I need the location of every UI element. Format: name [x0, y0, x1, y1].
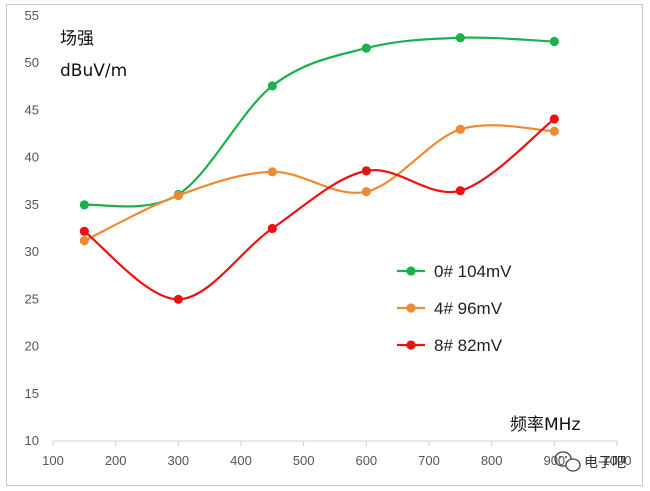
series-line — [84, 36, 555, 208]
data-point — [173, 294, 183, 304]
series-2 — [79, 114, 559, 304]
data-point — [267, 223, 277, 234]
x-tick-label: 200 — [105, 453, 127, 468]
x-tick-label: 400 — [230, 453, 252, 468]
x-tick-label: 300 — [167, 453, 189, 468]
legend-swatch-marker — [406, 266, 416, 276]
data-point — [361, 43, 371, 53]
data-point — [79, 236, 89, 246]
legend-label: 0# 104mV — [434, 262, 512, 281]
data-point — [361, 187, 371, 197]
data-point — [267, 167, 277, 177]
data-point — [173, 190, 183, 201]
series-line — [83, 124, 555, 242]
data-point — [455, 124, 465, 134]
data-point — [455, 186, 465, 196]
legend-item: 8# 82mV — [397, 336, 503, 355]
y-tick-label: 50 — [25, 55, 39, 70]
y-tick-label: 55 — [25, 8, 39, 23]
wechat-icon — [554, 451, 581, 472]
x-tick-label: 100 — [42, 453, 64, 468]
y-axis-label-line1: 场强 — [60, 29, 94, 49]
legend-label: 4# 96mV — [434, 299, 503, 318]
data-point — [361, 166, 371, 176]
y-tick-label: 15 — [25, 386, 39, 401]
y-axis-label: 场强 dBuV/m — [60, 29, 127, 81]
y-tick-label: 35 — [25, 197, 39, 212]
x-tick-label: 1000 — [603, 453, 632, 468]
y-tick-label: 40 — [25, 150, 39, 165]
legend-swatch-marker — [406, 303, 416, 313]
y-tick-label: 20 — [25, 339, 39, 354]
data-point — [549, 36, 559, 47]
y-tick-label: 25 — [25, 291, 39, 306]
data-point — [79, 200, 89, 210]
chart-frame — [6, 4, 643, 486]
data-point — [549, 114, 559, 124]
y-tick-label: 10 — [25, 433, 39, 448]
legend-swatch-marker — [406, 340, 416, 350]
series-layer — [79, 33, 559, 304]
x-axis-label: 频率MHz — [510, 415, 580, 435]
data-point — [79, 226, 89, 236]
axes: 10 15 20 25 30 35 40 45 50 55 100 200 300 400 500 600 70… — [25, 8, 632, 468]
x-tick-label: 700 — [418, 453, 440, 468]
legend-item: 4# 96mV — [397, 299, 503, 318]
y-tick-label: 45 — [25, 102, 39, 117]
data-point — [267, 81, 277, 91]
x-tick-label: 500 — [293, 453, 315, 468]
legend: 0# 104mV 4# 96mV 8# 82mV — [397, 262, 512, 355]
watermark-text: 电子吧 — [584, 455, 626, 471]
series-line — [83, 118, 556, 301]
y-tick-label: 30 — [25, 244, 39, 259]
x-tick-label: 600 — [355, 453, 377, 468]
legend-label: 8# 82mV — [434, 336, 503, 355]
x-tick-label: 800 — [481, 453, 503, 468]
watermark: 电子吧 — [554, 451, 626, 472]
series-1 — [79, 124, 559, 246]
y-axis-label-line2: dBuV/m — [60, 61, 127, 81]
data-point — [549, 126, 559, 136]
data-point — [455, 33, 465, 43]
legend-item: 0# 104mV — [397, 262, 512, 281]
